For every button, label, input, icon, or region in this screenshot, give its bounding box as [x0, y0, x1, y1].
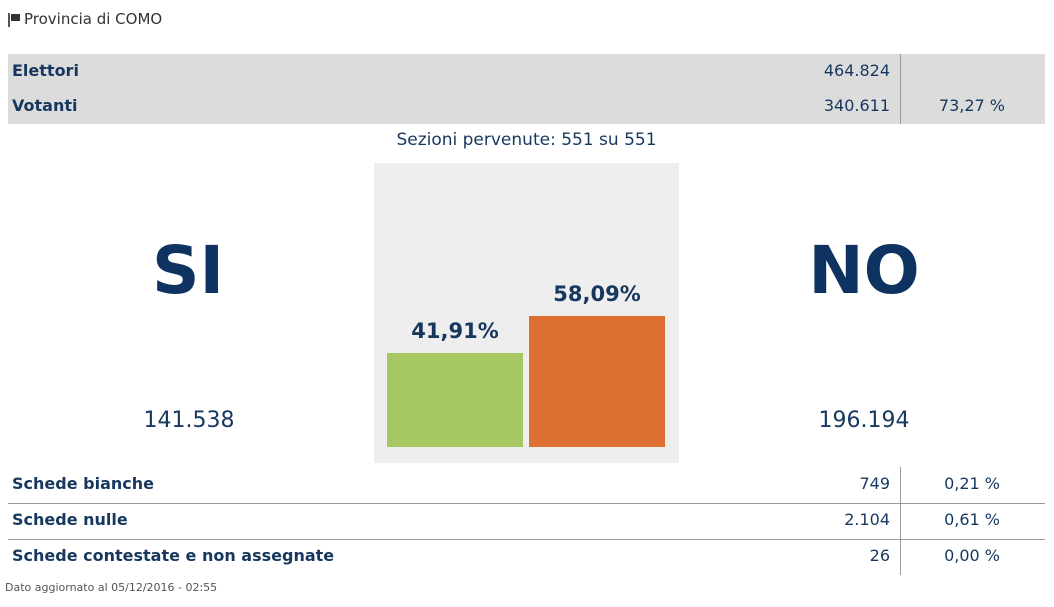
- schede-nulle-label: Schede nulle: [12, 510, 128, 529]
- schede-bianche-label: Schede bianche: [12, 474, 154, 493]
- results-chart: 41,91% 58,09%: [374, 163, 679, 463]
- votanti-label: Votanti: [12, 96, 78, 115]
- no-pct: 58,09%: [553, 282, 641, 307]
- si-pct: 41,91%: [411, 318, 499, 343]
- row-divider: [8, 503, 1045, 504]
- elettori-label: Elettori: [12, 61, 79, 80]
- si-bar: [387, 352, 523, 447]
- divider: [900, 467, 901, 575]
- sezioni-pervenute: Sezioni pervenute: 551 su 551: [396, 130, 657, 150]
- schede-contestate-pct: 0,00 %: [944, 546, 1000, 565]
- no-label: NO: [808, 232, 920, 309]
- no-votes: 196.194: [818, 408, 910, 433]
- votanti-value: 340.611: [823, 96, 890, 115]
- schede-nulle-value: 2.104: [844, 510, 890, 529]
- schede-contestate-label: Schede contestate e non assegnate: [12, 546, 335, 565]
- no-bar: [529, 316, 665, 447]
- page-title: Provincia di COMO: [8, 10, 162, 28]
- row-divider: [8, 539, 1045, 540]
- schede-bianche-pct: 0,21 %: [944, 474, 1000, 493]
- schede-contestate-value: 26: [869, 546, 890, 565]
- si-label: SI: [151, 232, 225, 309]
- schede-nulle-pct: 0,61 %: [944, 510, 1000, 529]
- si-votes: 141.538: [143, 408, 235, 433]
- elettori-value: 464.824: [823, 61, 890, 80]
- schede-bianche-value: 749: [859, 474, 890, 493]
- last-updated: Dato aggiornato al 05/12/2016 - 02:55: [5, 581, 218, 594]
- votanti-pct: 73,27 %: [938, 96, 1005, 115]
- divider: [900, 54, 901, 124]
- summary-table: [8, 54, 1045, 124]
- flag-icon: [8, 12, 20, 27]
- province-name: Provincia di COMO: [24, 10, 163, 28]
